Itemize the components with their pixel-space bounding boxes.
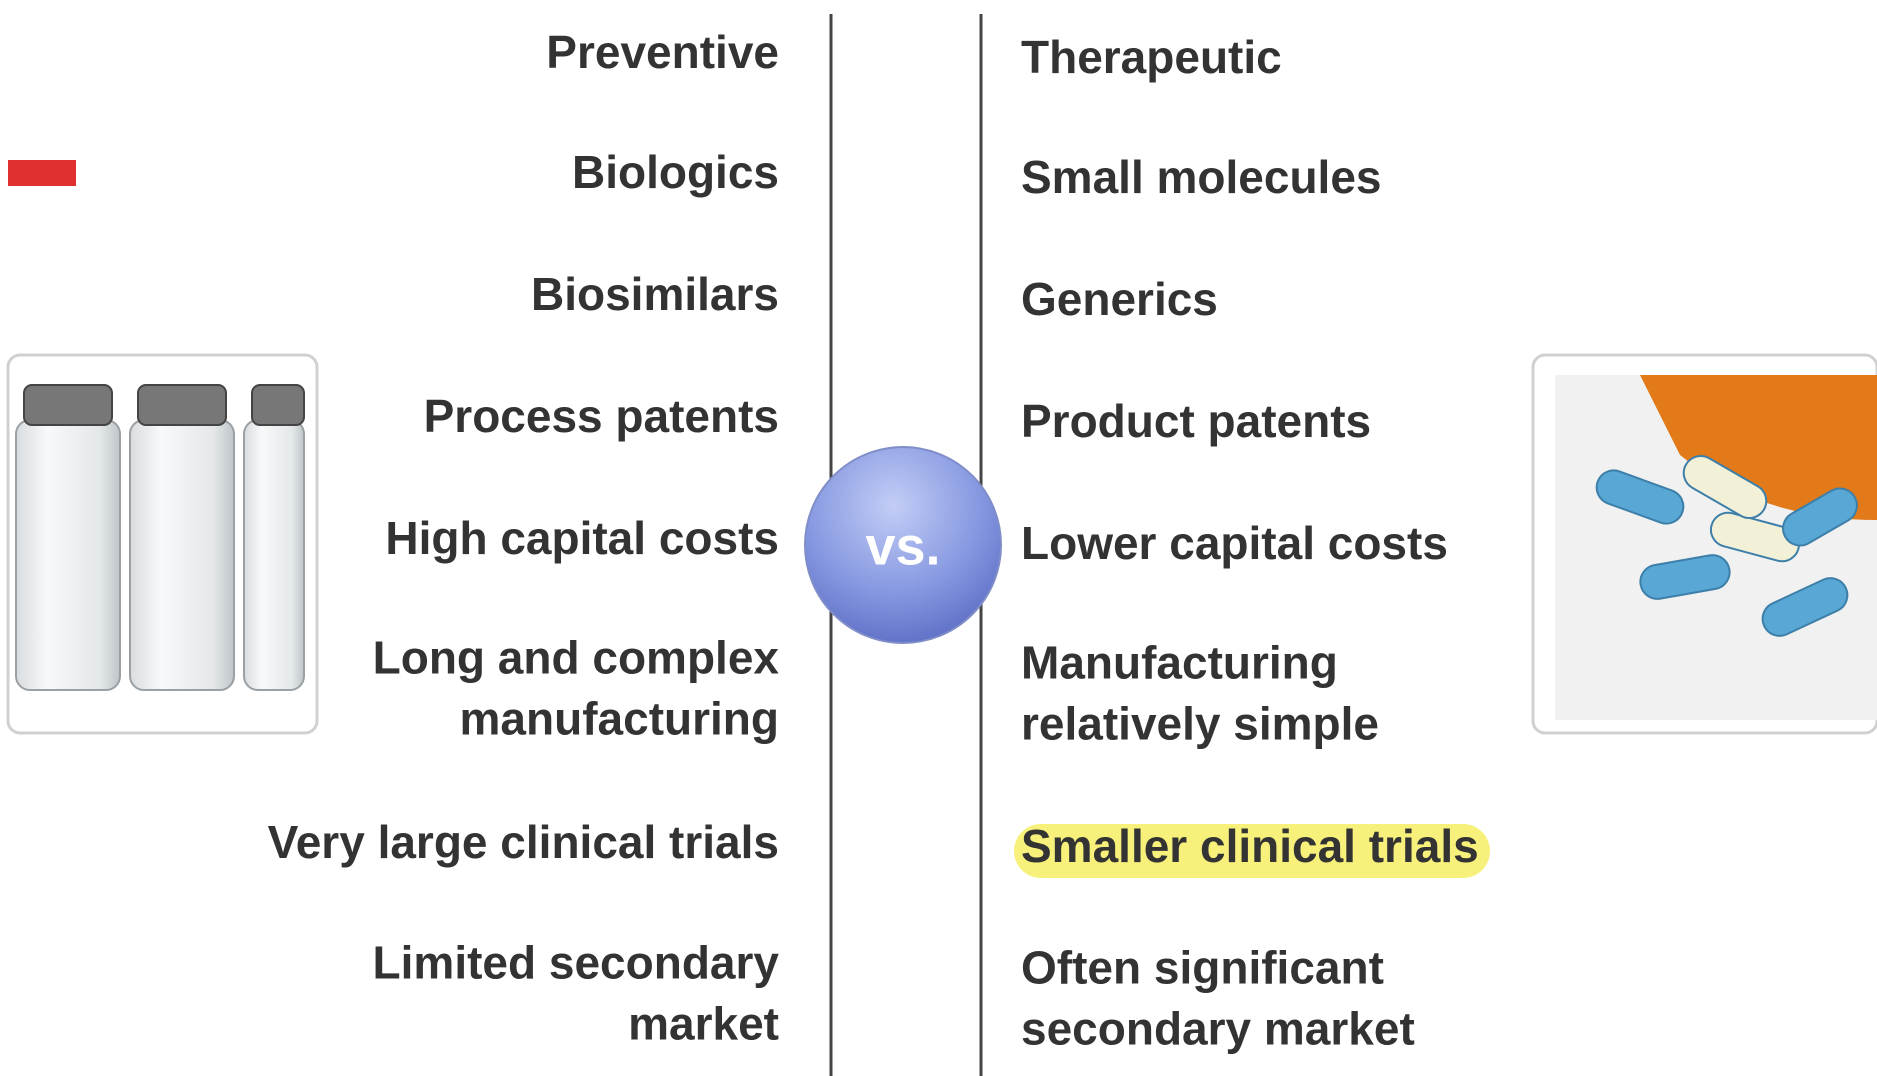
left-item: Limited secondary (373, 937, 780, 989)
left-item: Preventive (546, 26, 779, 78)
right-item: Smaller clinical trials (1021, 820, 1479, 872)
left-item: Long and complex (373, 632, 780, 684)
left-item: market (628, 998, 779, 1050)
right-item: Manufacturing (1021, 637, 1338, 689)
right-item: Therapeutic (1021, 31, 1282, 83)
right-item: secondary market (1021, 1003, 1415, 1055)
left-item: Process patents (424, 390, 779, 442)
right-item: Lower capital costs (1021, 517, 1448, 569)
vs-badge (804, 446, 1002, 644)
highlight (1014, 824, 1490, 878)
right-item: relatively simple (1021, 698, 1379, 750)
right-item: Product patents (1021, 395, 1371, 447)
left-item: Very large clinical trials (268, 816, 779, 868)
right-item: Small molecules (1021, 151, 1382, 203)
pills-image (1531, 353, 1877, 735)
right-item: Generics (1021, 273, 1218, 325)
left-item: Biosimilars (531, 268, 779, 320)
left-item: Biologics (572, 146, 779, 198)
left-item: manufacturing (460, 693, 779, 745)
vials-image (6, 353, 319, 735)
red-marker (8, 160, 76, 186)
right-item: Often significant (1021, 942, 1384, 994)
left-item: High capital costs (385, 512, 779, 564)
vs-label: vs. (865, 516, 940, 576)
